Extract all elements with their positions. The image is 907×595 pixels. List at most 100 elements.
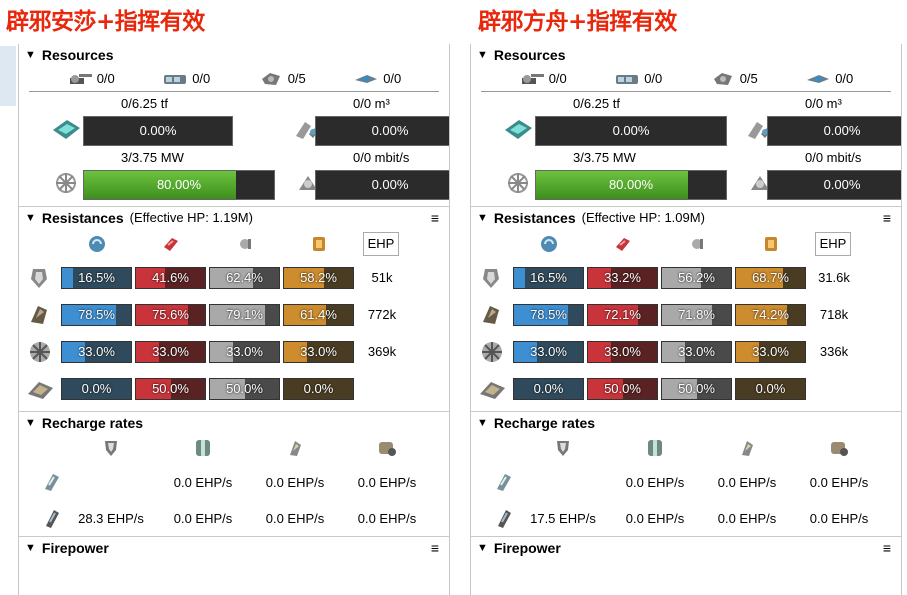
turret-icon — [67, 70, 93, 88]
rec-hull-icon — [284, 437, 306, 459]
cpu-icon — [49, 114, 83, 144]
launcher-icon — [614, 70, 640, 88]
em-resist-value: 78.5% — [78, 306, 115, 322]
power-bar-fill — [536, 171, 688, 199]
rec-armor-column — [609, 437, 701, 462]
power-icon — [49, 168, 83, 198]
rec-sustained-icon — [41, 507, 65, 529]
bandwidth-label: 0/0 mbit/s — [805, 150, 862, 165]
calibration-bar: 0.00% — [315, 116, 449, 146]
em-resist-value: 33.0% — [530, 343, 567, 359]
rec-armor-icon — [644, 437, 666, 459]
fighter-icon — [353, 70, 379, 88]
drones-resource: 0/5 — [258, 70, 306, 88]
damage-type-header: EHP — [19, 229, 449, 259]
collapse-triangle-icon[interactable]: ▼ — [477, 542, 488, 554]
firepower-header[interactable]: ▼ Firepower ≡ — [19, 537, 449, 559]
sustained-rate-value: 0.0 EHP/s — [265, 510, 325, 526]
recharge-header[interactable]: ▼ Recharge rates — [471, 412, 901, 434]
cpu-label: 0/6.25 tf — [121, 96, 168, 111]
em-damage-icon — [538, 233, 560, 255]
ex-resist-fill — [736, 341, 759, 362]
launchers-resource: 0/0 — [162, 70, 210, 88]
th-resist-bar: 75.6% — [135, 303, 206, 326]
fighters-value: 0/0 — [383, 71, 402, 86]
damage-pattern-resist-row: 0.0% 50.0% 50.0% 0.0% — [471, 370, 901, 407]
th-resist-value: 33.0% — [152, 343, 189, 359]
collapse-triangle-icon[interactable]: ▼ — [477, 417, 488, 429]
ex-resist-value: 0.0% — [755, 380, 786, 396]
em-damage-icon — [86, 233, 108, 255]
sustained-recharge-row: 28.3 EHP/s 0.0 EHP/s 0.0 EHP/s 0.0 EHP/s — [19, 500, 449, 536]
hull-icon — [25, 339, 55, 365]
damage-pattern-resist-row: 0.0% 50.0% 50.0% 0.0% — [19, 370, 449, 407]
resources-header[interactable]: ▼ Resources — [471, 44, 901, 66]
rec-cap-column — [793, 437, 885, 462]
th-resist-fill — [136, 267, 165, 288]
turrets-value: 0/0 — [548, 71, 567, 86]
bandwidth-percent: 0.00% — [823, 177, 861, 192]
power-bar: 80.00% — [83, 170, 275, 200]
power-label: 3/3.75 MW — [121, 150, 184, 165]
ehp-toggle-button[interactable]: EHP — [363, 232, 399, 256]
em-resist-bar: 0.0% — [61, 377, 132, 400]
drones-resource: 0/5 — [710, 70, 758, 88]
section-title: Resistances — [493, 210, 576, 226]
ki-resist-value: 33.0% — [678, 343, 715, 359]
recharge-header[interactable]: ▼ Recharge rates — [19, 412, 449, 434]
resistances-header[interactable]: ▼ Resistances (Effective HP: 1.09M) ≡ — [471, 207, 901, 229]
resources-section: ▼ Resources 0/0 0/0 0/5 0/0 0/6.25 tf 0.00% 0/0 … — [471, 44, 901, 207]
ex-resist-bar: 33.0% — [735, 340, 806, 363]
resistances-header[interactable]: ▼ Resistances (Effective HP: 1.19M) ≡ — [19, 207, 449, 229]
shield-icon — [25, 265, 55, 291]
firepower-header[interactable]: ▼ Firepower ≡ — [471, 537, 901, 559]
rec-passive-icon — [493, 471, 517, 493]
collapse-triangle-icon[interactable]: ▼ — [25, 212, 36, 224]
menu-icon[interactable]: ≡ — [882, 210, 891, 226]
th-resist-value: 75.6% — [152, 306, 189, 322]
em-resist-fill — [62, 341, 85, 362]
collapse-triangle-icon[interactable]: ▼ — [477, 212, 488, 224]
menu-icon[interactable]: ≡ — [882, 540, 891, 556]
th-resist-value: 50.0% — [152, 380, 189, 396]
resources-section: ▼ Resources 0/0 0/0 0/5 0/0 0/6.25 tf 0.00% 0/0 … — [19, 44, 449, 207]
left-title: 辟邪安莎+指挥有效 — [6, 9, 205, 35]
collapse-triangle-icon[interactable]: ▼ — [25, 542, 36, 554]
collapse-triangle-icon[interactable]: ▼ — [477, 49, 488, 61]
power-bar: 80.00% — [535, 170, 727, 200]
resources-header[interactable]: ▼ Resources — [19, 44, 449, 66]
turrets-value: 0/0 — [96, 71, 115, 86]
ki-resist-value: 56.2% — [678, 269, 715, 285]
ex-resist-bar: 58.2% — [283, 266, 354, 289]
fighters-value: 0/0 — [835, 71, 854, 86]
power-percent: 80.00% — [608, 177, 654, 192]
em-resist-fill — [62, 304, 117, 325]
cpu-percent: 0.00% — [139, 123, 177, 138]
sustained-rate-value: 17.5 EHP/s — [530, 510, 596, 526]
th-resist-bar: 33.0% — [135, 340, 206, 363]
ex-resist-fill — [284, 341, 307, 362]
em-resist-bar: 16.5% — [61, 266, 132, 289]
collapse-triangle-icon[interactable]: ▼ — [25, 417, 36, 429]
em-resist-value: 78.5% — [530, 306, 567, 322]
armor-ehp: 772k — [367, 307, 397, 322]
ex-resist-value: 68.7% — [752, 269, 789, 285]
menu-icon[interactable]: ≡ — [430, 210, 439, 226]
hull-icon — [477, 339, 507, 365]
em-resist-bar: 33.0% — [513, 340, 584, 363]
th-resist-fill — [136, 304, 189, 325]
launchers-resource: 0/0 — [614, 70, 662, 88]
ehp-toggle-button[interactable]: EHP — [815, 232, 851, 256]
ex-resist-bar: 33.0% — [283, 340, 354, 363]
th-column — [134, 233, 208, 255]
th-resist-fill — [136, 341, 159, 362]
hull-resist-row: 33.0% 33.0% 33.0% 33.0% 369k — [19, 333, 449, 370]
menu-icon[interactable]: ≡ — [430, 540, 439, 556]
collapse-triangle-icon[interactable]: ▼ — [25, 49, 36, 61]
th-resist-value: 41.6% — [152, 269, 189, 285]
ehp-column: EHP — [356, 232, 406, 256]
sustained-rate-value: 28.3 EHP/s — [78, 510, 144, 526]
rec-shield-icon — [552, 437, 574, 459]
ex-resist-value: 33.0% — [752, 343, 789, 359]
ex-resist-fill — [736, 304, 788, 325]
